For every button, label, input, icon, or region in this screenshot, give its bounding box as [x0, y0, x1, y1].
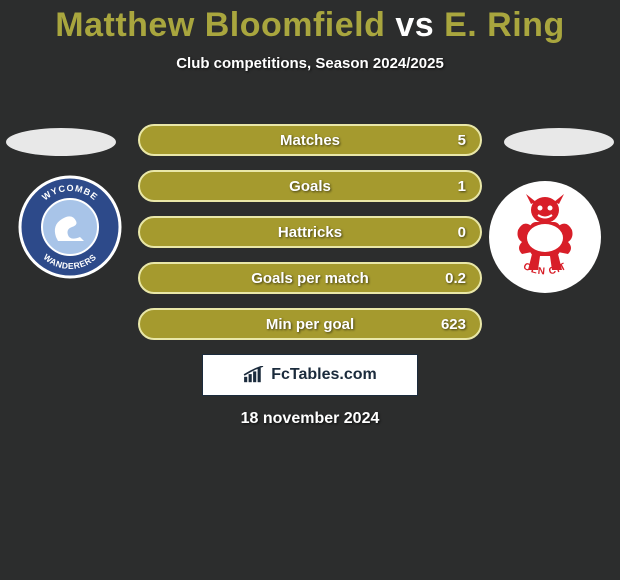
club-badge-right: OLN CIT [488, 180, 602, 294]
stat-row: Goals per match 0.2 [138, 262, 482, 294]
stat-value: 5 [458, 132, 466, 149]
stat-row: Matches 5 [138, 124, 482, 156]
brand-text: FcTables.com [271, 366, 377, 384]
stat-label: Min per goal [266, 316, 354, 333]
stat-label: Goals per match [251, 270, 369, 287]
stats-container: Matches 5 Goals 1 Hattricks 0 Goals per match 0… [138, 124, 482, 354]
stat-label: Matches [280, 132, 340, 149]
club-badge-left: WYCOMBE WANDERERS [18, 175, 122, 279]
stat-value: 623 [441, 316, 466, 333]
stat-value: 0.2 [445, 270, 466, 287]
stat-label: Hattricks [278, 224, 342, 241]
stat-row: Goals 1 [138, 170, 482, 202]
page-title: Matthew Bloomfield vs E. Ring [0, 0, 620, 45]
subtitle: Club competitions, Season 2024/2025 [0, 55, 620, 72]
chart-icon [243, 366, 265, 384]
stat-value: 0 [458, 224, 466, 241]
stat-row: Hattricks 0 [138, 216, 482, 248]
ellipse-left [6, 128, 116, 156]
stat-value: 1 [458, 178, 466, 195]
date-text: 18 november 2024 [0, 410, 620, 428]
stat-row: Min per goal 623 [138, 308, 482, 340]
ellipse-right [504, 128, 614, 156]
brand-box: FcTables.com [202, 354, 418, 396]
title-player1: Matthew Bloomfield [55, 6, 385, 44]
title-player2: E. Ring [444, 6, 565, 44]
stat-label: Goals [289, 178, 331, 195]
title-vs: vs [395, 6, 434, 44]
